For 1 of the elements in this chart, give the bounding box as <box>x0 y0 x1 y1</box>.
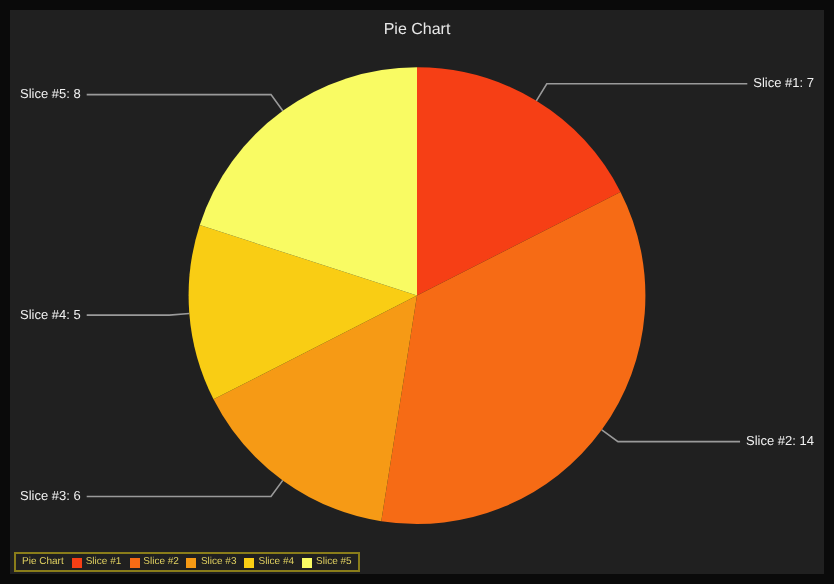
chart-title: Pie Chart <box>383 20 452 39</box>
